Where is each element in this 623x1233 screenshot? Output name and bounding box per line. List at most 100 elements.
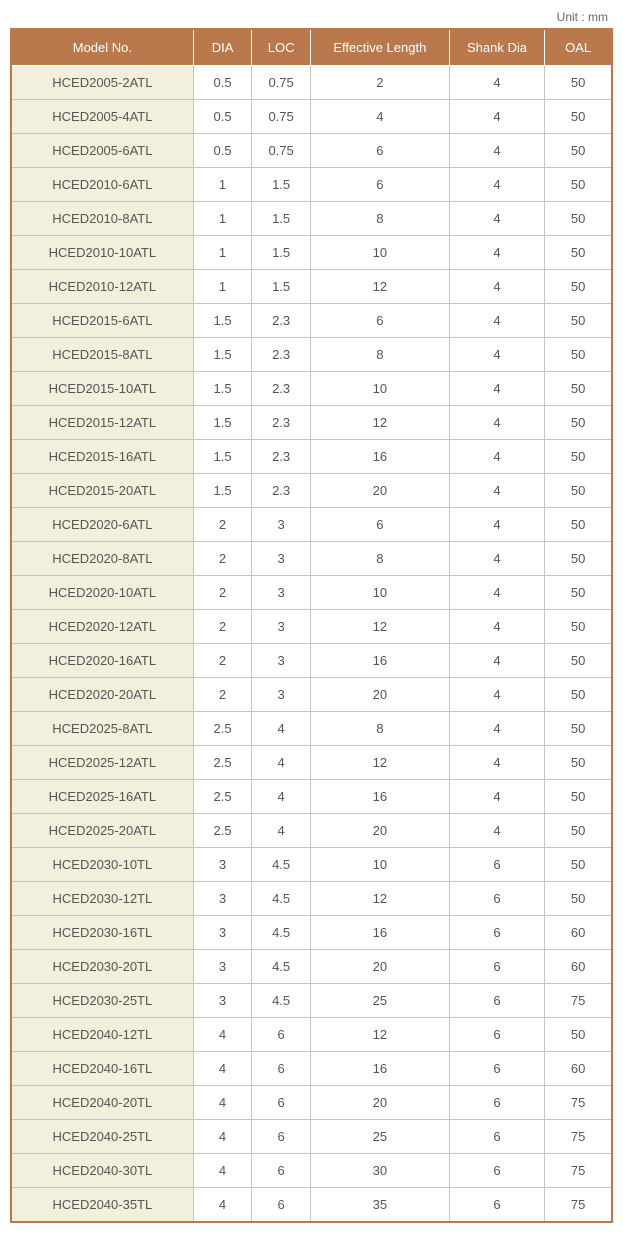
cell-value: 0.75 bbox=[252, 100, 311, 134]
table-row: HCED2020-10ATL2310450 bbox=[11, 576, 612, 610]
col-eff: Effective Length bbox=[310, 29, 449, 66]
cell-value: 4 bbox=[193, 1188, 252, 1223]
cell-value: 4 bbox=[449, 508, 544, 542]
cell-value: 20 bbox=[310, 814, 449, 848]
cell-value: 75 bbox=[545, 1086, 612, 1120]
cell-value: 50 bbox=[545, 304, 612, 338]
cell-value: 75 bbox=[545, 1188, 612, 1223]
cell-value: 6 bbox=[449, 1120, 544, 1154]
cell-value: 1.5 bbox=[252, 202, 311, 236]
cell-value: 1.5 bbox=[193, 304, 252, 338]
cell-value: 4 bbox=[193, 1052, 252, 1086]
cell-value: 4 bbox=[252, 814, 311, 848]
cell-value: 30 bbox=[310, 1154, 449, 1188]
table-row: HCED2010-10ATL11.510450 bbox=[11, 236, 612, 270]
cell-model: HCED2020-10ATL bbox=[11, 576, 193, 610]
cell-value: 60 bbox=[545, 950, 612, 984]
table-row: HCED2010-6ATL11.56450 bbox=[11, 168, 612, 202]
cell-value: 4 bbox=[252, 746, 311, 780]
cell-value: 50 bbox=[545, 236, 612, 270]
table-row: HCED2040-35TL4635675 bbox=[11, 1188, 612, 1223]
cell-value: 2.5 bbox=[193, 712, 252, 746]
cell-value: 12 bbox=[310, 270, 449, 304]
cell-model: HCED2010-6ATL bbox=[11, 168, 193, 202]
cell-value: 2.3 bbox=[252, 406, 311, 440]
cell-value: 4 bbox=[449, 406, 544, 440]
table-row: HCED2040-30TL4630675 bbox=[11, 1154, 612, 1188]
cell-value: 50 bbox=[545, 576, 612, 610]
cell-value: 4 bbox=[449, 644, 544, 678]
cell-value: 8 bbox=[310, 712, 449, 746]
cell-value: 12 bbox=[310, 610, 449, 644]
cell-value: 50 bbox=[545, 1018, 612, 1052]
cell-value: 50 bbox=[545, 66, 612, 100]
cell-value: 4 bbox=[449, 304, 544, 338]
cell-value: 6 bbox=[449, 950, 544, 984]
cell-value: 4 bbox=[449, 746, 544, 780]
cell-model: HCED2030-12TL bbox=[11, 882, 193, 916]
cell-value: 3 bbox=[252, 678, 311, 712]
cell-value: 8 bbox=[310, 202, 449, 236]
cell-value: 0.5 bbox=[193, 66, 252, 100]
cell-value: 20 bbox=[310, 678, 449, 712]
cell-model: HCED2015-16ATL bbox=[11, 440, 193, 474]
cell-value: 2.3 bbox=[252, 440, 311, 474]
cell-value: 4 bbox=[310, 100, 449, 134]
cell-value: 6 bbox=[310, 168, 449, 202]
cell-value: 4.5 bbox=[252, 848, 311, 882]
cell-value: 4 bbox=[449, 270, 544, 304]
cell-value: 12 bbox=[310, 746, 449, 780]
cell-value: 50 bbox=[545, 712, 612, 746]
cell-value: 50 bbox=[545, 372, 612, 406]
cell-value: 3 bbox=[252, 644, 311, 678]
table-row: HCED2015-8ATL1.52.38450 bbox=[11, 338, 612, 372]
cell-value: 16 bbox=[310, 916, 449, 950]
cell-value: 4 bbox=[193, 1086, 252, 1120]
cell-value: 4 bbox=[449, 610, 544, 644]
cell-value: 6 bbox=[449, 1086, 544, 1120]
cell-model: HCED2040-30TL bbox=[11, 1154, 193, 1188]
cell-value: 50 bbox=[545, 100, 612, 134]
cell-model: HCED2015-20ATL bbox=[11, 474, 193, 508]
cell-value: 2 bbox=[193, 678, 252, 712]
cell-value: 4 bbox=[252, 712, 311, 746]
cell-value: 4 bbox=[449, 168, 544, 202]
table-row: HCED2040-20TL4620675 bbox=[11, 1086, 612, 1120]
cell-value: 4 bbox=[449, 678, 544, 712]
cell-value: 4 bbox=[449, 542, 544, 576]
cell-value: 2.5 bbox=[193, 814, 252, 848]
cell-value: 1.5 bbox=[193, 338, 252, 372]
table-row: HCED2020-12ATL2312450 bbox=[11, 610, 612, 644]
cell-value: 10 bbox=[310, 576, 449, 610]
cell-value: 4 bbox=[449, 814, 544, 848]
cell-value: 8 bbox=[310, 542, 449, 576]
cell-value: 1.5 bbox=[252, 270, 311, 304]
cell-value: 75 bbox=[545, 1120, 612, 1154]
table-row: HCED2025-12ATL2.5412450 bbox=[11, 746, 612, 780]
cell-value: 1.5 bbox=[193, 440, 252, 474]
unit-label: Unit : mm bbox=[10, 10, 613, 28]
cell-value: 1.5 bbox=[193, 474, 252, 508]
table-row: HCED2040-12TL4612650 bbox=[11, 1018, 612, 1052]
cell-value: 6 bbox=[449, 1052, 544, 1086]
table-row: HCED2015-12ATL1.52.312450 bbox=[11, 406, 612, 440]
cell-value: 1 bbox=[193, 168, 252, 202]
cell-value: 50 bbox=[545, 338, 612, 372]
cell-value: 16 bbox=[310, 440, 449, 474]
cell-value: 2.3 bbox=[252, 474, 311, 508]
cell-value: 6 bbox=[252, 1086, 311, 1120]
cell-value: 10 bbox=[310, 372, 449, 406]
table-row: HCED2020-6ATL236450 bbox=[11, 508, 612, 542]
cell-model: HCED2040-16TL bbox=[11, 1052, 193, 1086]
cell-value: 4 bbox=[449, 372, 544, 406]
cell-value: 10 bbox=[310, 848, 449, 882]
cell-value: 4 bbox=[449, 134, 544, 168]
table-row: HCED2005-2ATL0.50.752450 bbox=[11, 66, 612, 100]
cell-value: 16 bbox=[310, 1052, 449, 1086]
cell-value: 16 bbox=[310, 644, 449, 678]
cell-model: HCED2005-2ATL bbox=[11, 66, 193, 100]
cell-value: 2.5 bbox=[193, 780, 252, 814]
cell-value: 2 bbox=[193, 610, 252, 644]
table-row: HCED2015-16ATL1.52.316450 bbox=[11, 440, 612, 474]
cell-value: 1.5 bbox=[193, 372, 252, 406]
